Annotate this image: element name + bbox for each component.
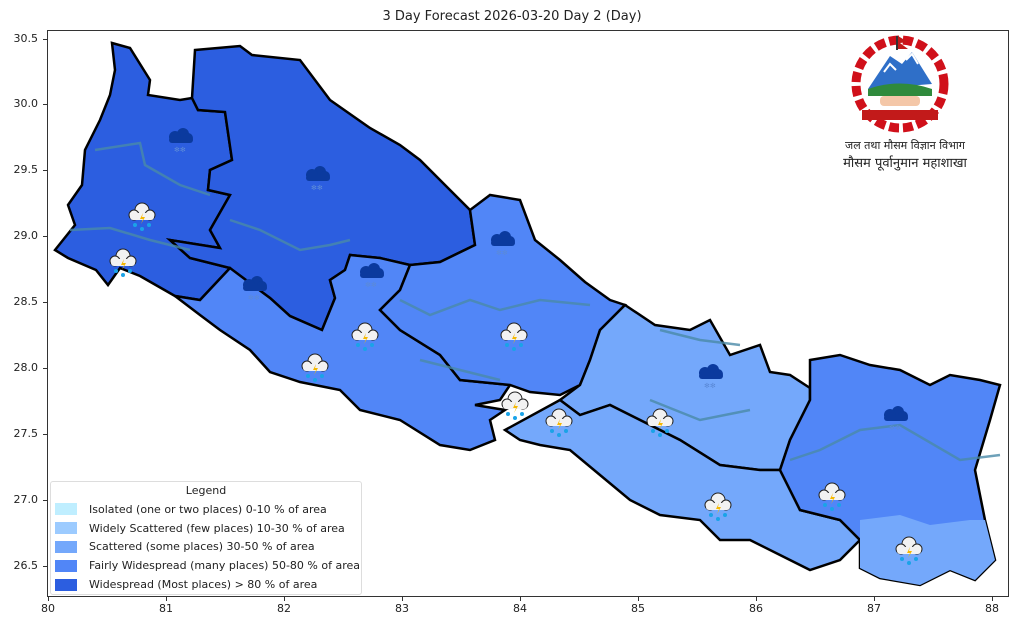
nepal-government-emblem-icon [851, 35, 949, 133]
legend-label: Widespread (Most places) > 80 % of area [89, 578, 318, 592]
thunderstorm-rain-icon [501, 391, 529, 421]
y-tick-mark [43, 368, 47, 369]
legend-label: Isolated (one or two places) 0-10 % of a… [89, 502, 327, 516]
y-tick-label: 28.0 [13, 361, 39, 374]
legend-swatch [55, 522, 77, 535]
x-tick-mark [520, 597, 521, 601]
y-tick-mark [43, 236, 47, 237]
y-tick-label: 28.5 [13, 295, 39, 308]
y-tick-mark [43, 434, 47, 435]
legend-swatch [55, 578, 77, 591]
x-tick-label: 86 [749, 602, 763, 615]
x-tick-mark [756, 597, 757, 601]
y-tick-label: 29.0 [13, 229, 39, 242]
y-tick-label: 30.5 [13, 32, 39, 45]
y-tick-label: 27.5 [13, 427, 39, 440]
legend: Legend Isolated (one or two places) 0-10… [50, 481, 362, 595]
legend-item: Widely Scattered (few places) 10-30 % of… [51, 519, 361, 538]
x-tick-label: 81 [159, 602, 173, 615]
y-tick-mark [43, 170, 47, 171]
legend-item: Isolated (one or two places) 0-10 % of a… [51, 500, 361, 519]
y-tick-mark [43, 39, 47, 40]
region-koshi-south [860, 515, 995, 585]
y-tick-label: 29.5 [13, 163, 39, 176]
map-title: 3 Day Forecast 2026-03-20 Day 2 (Day) [382, 9, 642, 24]
legend-item: Widespread (Most places) > 80 % of area [51, 575, 361, 594]
y-tick-mark [43, 302, 47, 303]
legend-label: Widely Scattered (few places) 10-30 % of… [89, 521, 345, 535]
legend-swatch [55, 503, 77, 516]
y-tick-label: 27.0 [13, 493, 39, 506]
y-tick-mark [43, 500, 47, 501]
x-tick-label: 80 [41, 602, 55, 615]
x-tick-label: 85 [631, 602, 645, 615]
x-tick-mark [874, 597, 875, 601]
y-tick-label: 30.0 [13, 97, 39, 110]
x-tick-mark [166, 597, 167, 601]
legend-item: Scattered (some places) 30-50 % of area [51, 538, 361, 557]
x-tick-label: 87 [867, 602, 881, 615]
legend-swatch [55, 540, 77, 553]
x-tick-mark [48, 597, 49, 601]
x-tick-label: 82 [277, 602, 291, 615]
legend-label: Fairly Widespread (many places) 50-80 % … [89, 559, 360, 573]
y-tick-mark [43, 104, 47, 105]
x-tick-mark [992, 597, 993, 601]
legend-item: Fairly Widespread (many places) 50-80 % … [51, 556, 361, 575]
y-tick-label: 26.5 [13, 559, 39, 572]
x-tick-mark [284, 597, 285, 601]
legend-swatch [55, 559, 77, 572]
y-tick-mark [43, 566, 47, 567]
x-tick-mark [638, 597, 639, 601]
map-plot-area [47, 30, 1009, 597]
legend-title: Legend [185, 484, 227, 497]
x-tick-label: 84 [513, 602, 527, 615]
x-tick-label: 83 [395, 602, 409, 615]
x-tick-label: 88 [985, 602, 999, 615]
department-name: जल तथा मौसम विज्ञान विभाग [845, 139, 965, 152]
division-name: मौसम पूर्वानुमान महाशाखा [843, 156, 967, 171]
basin-line [69, 141, 1001, 462]
x-tick-mark [402, 597, 403, 601]
region-madhesh [502, 398, 862, 572]
legend-label: Scattered (some places) 30-50 % of area [89, 540, 315, 554]
